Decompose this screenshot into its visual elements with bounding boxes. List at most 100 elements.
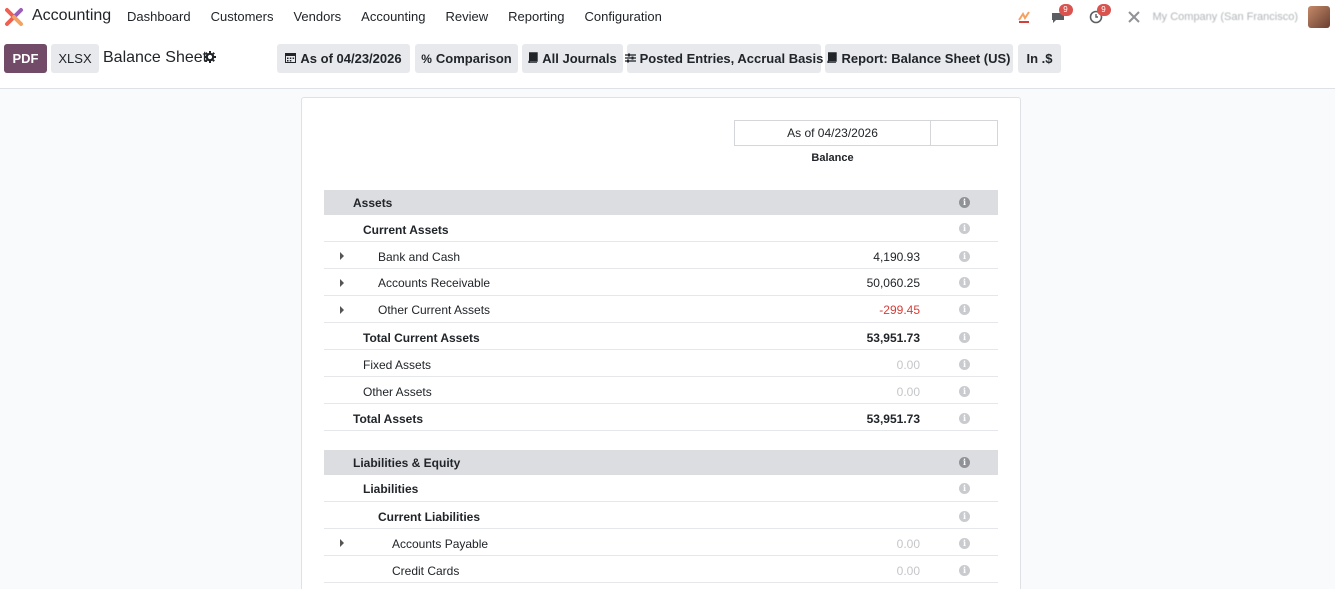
date-filter-label: As of 04/23/2026 bbox=[300, 51, 402, 66]
journals-filter-label: All Journals bbox=[542, 51, 617, 66]
book-icon bbox=[827, 51, 838, 66]
account-row-other-current-assets[interactable]: Other Current Assets -299.45 i bbox=[324, 296, 998, 323]
info-icon[interactable]: i bbox=[959, 457, 970, 468]
row-label: Credit Cards bbox=[392, 564, 460, 578]
menu-review[interactable]: Review bbox=[445, 9, 489, 24]
section-row-assets[interactable]: Assets i bbox=[324, 190, 998, 215]
report-sheet: As of 04/23/2026 Balance Assets i Curren… bbox=[301, 97, 1021, 589]
row-label: Current Assets bbox=[363, 223, 449, 237]
row-amount: 53,951.73 bbox=[866, 412, 920, 426]
systray: 9 9 My Company (San Francisco) bbox=[1017, 0, 1335, 34]
info-icon[interactable]: i bbox=[959, 386, 970, 397]
row-label: Liabilities & Equity bbox=[353, 456, 461, 470]
app-name[interactable]: Accounting bbox=[32, 7, 112, 24]
account-row-accounts-receivable[interactable]: Accounts Receivable 50,060.25 i bbox=[324, 269, 998, 296]
account-row-accounts-payable[interactable]: Accounts Payable 0.00 i bbox=[324, 529, 998, 556]
caret-right-icon[interactable] bbox=[340, 252, 344, 260]
entries-filter-button[interactable]: Posted Entries, Accrual Basis bbox=[624, 44, 824, 73]
row-amount: 53,951.73 bbox=[866, 331, 920, 345]
total-row-current-assets: Total Current Assets 53,951.73 i bbox=[324, 323, 998, 350]
menu-reporting[interactable]: Reporting bbox=[508, 9, 565, 24]
row-label: Fixed Assets bbox=[363, 358, 432, 372]
messages-badge: 9 bbox=[1058, 4, 1073, 16]
row-amount: 0.00 bbox=[896, 537, 920, 551]
xlsx-button[interactable]: XLSX bbox=[51, 44, 99, 73]
group-row-current-liabilities[interactable]: Current Liabilities i bbox=[324, 502, 998, 529]
total-row-assets: Total Assets 53,951.73 i bbox=[324, 404, 998, 431]
row-label: Accounts Receivable bbox=[378, 276, 491, 290]
date-filter-button[interactable]: As of 04/23/2026 bbox=[277, 44, 410, 73]
row-credit-cards[interactable]: Credit Cards 0.00 i bbox=[324, 556, 998, 583]
row-fixed-assets[interactable]: Fixed Assets 0.00 i bbox=[324, 350, 998, 377]
row-label: Total Current Assets bbox=[363, 331, 480, 345]
row-label: Liabilities bbox=[363, 482, 419, 496]
gear-icon[interactable] bbox=[204, 51, 216, 66]
info-icon[interactable]: i bbox=[959, 538, 970, 549]
accounting-app-icon[interactable] bbox=[4, 7, 24, 27]
user-avatar[interactable] bbox=[1308, 6, 1330, 28]
percent-icon: % bbox=[421, 51, 432, 66]
activities-badge: 9 bbox=[1096, 4, 1111, 16]
row-other-assets[interactable]: Other Assets 0.00 i bbox=[324, 377, 998, 404]
info-icon[interactable]: i bbox=[959, 223, 970, 234]
row-amount[interactable]: 4,190.93 bbox=[873, 250, 920, 264]
group-row-current-assets[interactable]: Current Assets i bbox=[324, 215, 998, 242]
journals-filter-button[interactable]: All Journals bbox=[522, 44, 623, 73]
row-label: Other Assets bbox=[363, 385, 432, 399]
caret-right-icon[interactable] bbox=[340, 539, 344, 547]
info-icon[interactable]: i bbox=[959, 413, 970, 424]
info-icon[interactable]: i bbox=[959, 304, 970, 315]
menu-vendors[interactable]: Vendors bbox=[293, 9, 342, 24]
row-label: Other Current Assets bbox=[378, 303, 491, 317]
row-amount[interactable]: -299.45 bbox=[879, 303, 920, 317]
menu-accounting[interactable]: Accounting bbox=[361, 9, 426, 24]
caret-right-icon[interactable] bbox=[340, 306, 344, 314]
row-amount: 0.00 bbox=[896, 358, 920, 372]
top-navbar: Accounting Dashboard Customers Vendors A… bbox=[0, 0, 1335, 34]
info-icon[interactable]: i bbox=[959, 277, 970, 288]
account-row-bank-and-cash[interactable]: Bank and Cash 4,190.93 i bbox=[324, 242, 998, 269]
row-amount[interactable]: 50,060.25 bbox=[866, 276, 920, 290]
info-icon[interactable]: i bbox=[959, 197, 970, 208]
row-amount: 0.00 bbox=[896, 564, 920, 578]
info-icon[interactable]: i bbox=[959, 483, 970, 494]
debug-icon[interactable] bbox=[1127, 10, 1141, 24]
page-title: Balance Sheet bbox=[103, 49, 208, 66]
menu-customers[interactable]: Customers bbox=[210, 9, 274, 24]
section-row-liabilities-equity[interactable]: Liabilities & Equity i bbox=[324, 450, 998, 475]
info-icon[interactable]: i bbox=[959, 359, 970, 370]
report-variant-label: Report: Balance Sheet (US) bbox=[841, 51, 1011, 66]
book-icon bbox=[528, 51, 538, 66]
column-header-balance: Balance bbox=[811, 152, 854, 164]
comparison-filter-label: Comparison bbox=[435, 51, 512, 66]
comparison-filter-button[interactable]: % Comparison bbox=[415, 44, 518, 73]
group-row-liabilities[interactable]: Liabilities i bbox=[324, 475, 998, 502]
column-header-date[interactable]: As of 04/23/2026 bbox=[734, 120, 931, 146]
info-icon[interactable]: i bbox=[959, 332, 970, 343]
info-icon[interactable]: i bbox=[959, 251, 970, 262]
row-label: Assets bbox=[353, 196, 393, 210]
report-variant-button[interactable]: Report: Balance Sheet (US) bbox=[825, 44, 1013, 73]
pdf-button[interactable]: PDF bbox=[4, 44, 47, 73]
voip-icon[interactable] bbox=[1017, 10, 1031, 24]
row-amount: 0.00 bbox=[896, 385, 920, 399]
company-switcher[interactable]: My Company (San Francisco) bbox=[1152, 11, 1299, 23]
row-label: Bank and Cash bbox=[378, 250, 461, 264]
menu-configuration[interactable]: Configuration bbox=[584, 9, 662, 24]
row-label: Accounts Payable bbox=[392, 537, 489, 551]
caret-right-icon[interactable] bbox=[340, 279, 344, 287]
info-icon[interactable]: i bbox=[959, 565, 970, 576]
column-header-empty bbox=[930, 120, 998, 146]
row-label: Current Liabilities bbox=[378, 510, 481, 524]
row-label: Total Assets bbox=[353, 412, 424, 426]
currency-filter-button[interactable]: In .$ bbox=[1018, 44, 1061, 73]
main-menu: Dashboard Customers Vendors Accounting R… bbox=[127, 9, 682, 24]
info-icon[interactable]: i bbox=[959, 511, 970, 522]
messages-icon[interactable]: 9 bbox=[1051, 4, 1073, 24]
control-panel: PDF XLSX Balance Sheet As of 04/23/2026 … bbox=[0, 34, 1335, 89]
calendar-icon bbox=[285, 52, 297, 66]
sliders-icon bbox=[624, 52, 636, 66]
activities-icon[interactable]: 9 bbox=[1089, 4, 1111, 24]
entries-filter-label: Posted Entries, Accrual Basis bbox=[639, 51, 824, 66]
menu-dashboard[interactable]: Dashboard bbox=[127, 9, 191, 24]
